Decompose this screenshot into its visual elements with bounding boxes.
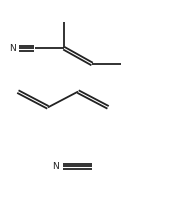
Text: N: N (52, 162, 59, 171)
Text: N: N (9, 44, 16, 53)
